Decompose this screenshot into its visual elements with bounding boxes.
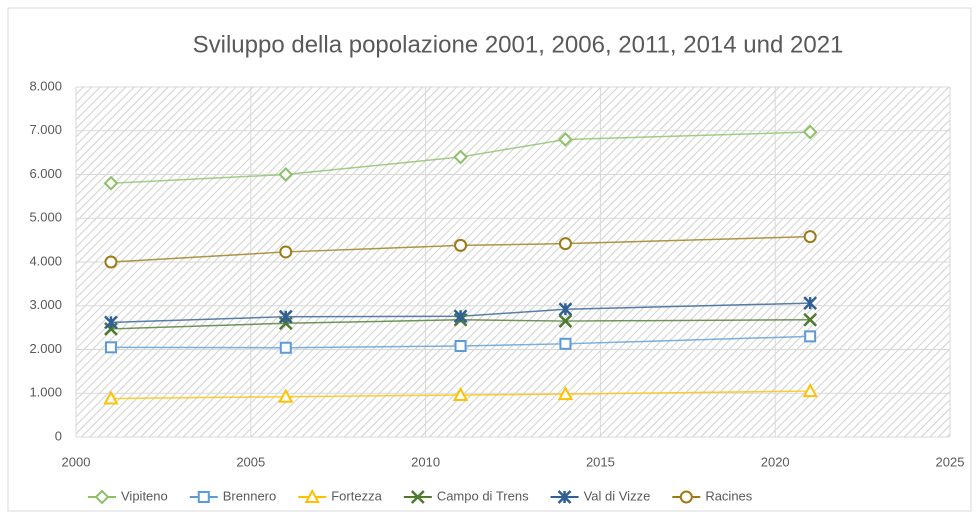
x-tick-label: 2025 <box>936 454 965 469</box>
marker <box>104 315 118 330</box>
marker <box>803 296 818 311</box>
y-tick-label: 3.000 <box>29 297 62 312</box>
legend-label: Brennero <box>223 488 276 503</box>
y-tick-label: 7.000 <box>29 122 62 137</box>
marker <box>104 341 117 354</box>
y-tick-label: 1.000 <box>29 385 62 400</box>
x-tick-label: 2000 <box>62 454 91 469</box>
marker <box>804 330 817 343</box>
marker <box>104 255 118 269</box>
marker <box>557 386 574 401</box>
marker <box>410 490 425 504</box>
legend-label: Racines <box>705 488 752 503</box>
marker <box>278 388 294 403</box>
marker <box>679 490 693 504</box>
marker <box>197 491 210 503</box>
y-tick-label: 2.000 <box>29 341 62 356</box>
marker <box>278 167 294 182</box>
marker <box>557 490 572 504</box>
legend-label: Campo di Trens <box>437 488 529 503</box>
x-tick-label: 2020 <box>761 454 790 469</box>
marker <box>803 230 817 244</box>
marker <box>453 309 468 324</box>
y-tick-label: 8.000 <box>29 78 62 93</box>
y-tick-label: 4.000 <box>29 253 62 268</box>
chart-title: Sviluppo della popolazione 2001, 2006, 2… <box>193 31 844 58</box>
y-tick-label: 0 <box>55 428 62 443</box>
marker <box>454 238 468 252</box>
marker <box>454 340 467 352</box>
legend-label: Vipiteno <box>121 488 168 503</box>
marker <box>558 132 573 147</box>
marker <box>452 386 469 401</box>
marker <box>802 382 818 398</box>
marker <box>103 390 119 405</box>
marker <box>453 149 468 165</box>
marker <box>559 337 572 350</box>
marker <box>802 124 818 140</box>
y-tick-label: 5.000 <box>29 210 62 225</box>
x-tick-label: 2005 <box>236 454 265 469</box>
legend-label: Fortezza <box>331 488 382 503</box>
marker <box>558 314 573 328</box>
legend-label: Val di Vizze <box>584 488 651 503</box>
x-tick-label: 2015 <box>586 454 615 469</box>
marker <box>94 489 110 505</box>
marker <box>278 309 293 324</box>
marker <box>304 488 320 503</box>
marker <box>279 245 293 259</box>
x-tick-label: 2010 <box>411 454 440 469</box>
marker <box>103 175 119 191</box>
y-tick-label: 6.000 <box>29 166 62 181</box>
marker <box>803 312 818 327</box>
marker <box>558 237 572 251</box>
marker <box>558 302 573 317</box>
marker <box>279 341 292 354</box>
